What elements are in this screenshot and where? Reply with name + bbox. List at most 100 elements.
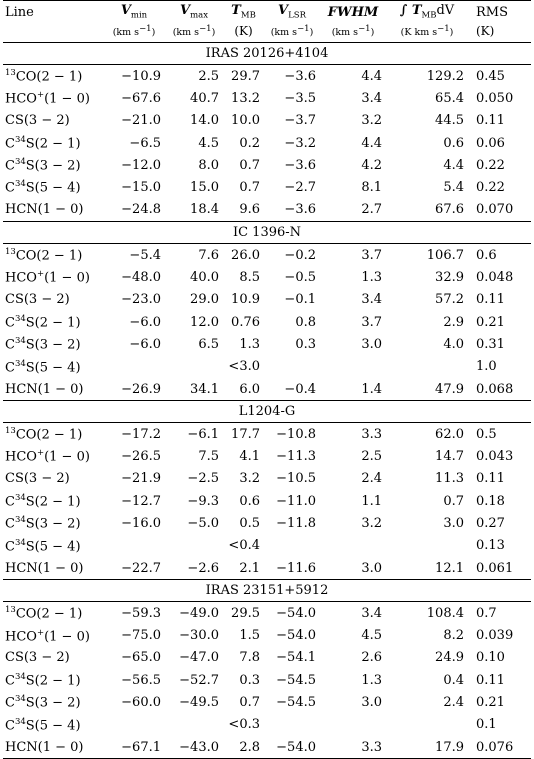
cell-int: 47.9: [435, 381, 464, 397]
cell-tmb: 7.8: [239, 650, 260, 666]
cell-vmin: −23.0: [121, 292, 161, 308]
cell-vmax: 34.1: [190, 381, 219, 397]
units-vmax-exp: −1: [199, 24, 212, 34]
table-row: 13CO(2 − 1) −10.9 2.5 29.7 −3.6 4.4 129.2 0.45: [3, 65, 531, 88]
cell-tmb: 0.76: [231, 314, 260, 330]
source-name: IC 1396-N: [3, 221, 531, 245]
table-body: IRAS 20126+4104 13CO(2 − 1) −10.9 2.5 29.7 −3…: [3, 42, 531, 759]
cell-rms: 0.10: [476, 650, 505, 666]
source-name: IRAS 20126+4104: [3, 42, 531, 65]
cell-vmax: [165, 535, 223, 557]
cell-rms: 0.070: [476, 202, 514, 218]
table-row: 13CO(2 − 1) −59.3 −49.0 29.5 −54.0 3.4 108.4 0.…: [3, 602, 531, 625]
units-vlsr: (km s−1): [264, 24, 320, 43]
units-vlsr-text: (km s: [270, 27, 298, 39]
cell-vmin: −10.9: [121, 68, 161, 84]
table-row: C34S(3 − 2) −6.0 6.5 1.3 0.3 3.0 4.0 0.31: [3, 333, 531, 355]
units-vmin: (km s−1): [103, 24, 165, 43]
source-group-header: IRAS 20126+4104: [3, 42, 531, 65]
cell-vmin: −17.2: [121, 426, 161, 442]
cell-vlsr: −0.2: [284, 247, 316, 263]
cell-vmin: −6.0: [129, 314, 161, 330]
cell-rms: 0.27: [476, 515, 505, 531]
cell-vlsr: −3.5: [284, 90, 316, 106]
molecule-superscript: 34: [14, 134, 26, 145]
cell-line: 13CO(2 − 1): [3, 423, 103, 446]
table-row: HCO+(1 − 0) −48.0 40.0 8.5 −0.5 1.3 32.9 0.048: [3, 266, 531, 288]
cell-vmax: [165, 356, 223, 378]
cell-vlsr: −11.3: [276, 449, 316, 465]
cell-vmin: −24.8: [121, 202, 161, 218]
molecule: HCN(1 − 0): [5, 739, 84, 755]
molecule: C: [5, 359, 15, 375]
cell-int: 4.0: [443, 336, 464, 352]
cell-rms: 0.18: [476, 493, 505, 509]
cell-line: HCN(1 − 0): [3, 557, 103, 580]
cell-tmb: 13.2: [231, 90, 260, 106]
source-group-header: IRAS 23151+5912: [3, 579, 531, 603]
cell-vmax: −30.0: [179, 628, 219, 644]
table-row: C34S(5 − 4) <0.3 0.1: [3, 714, 531, 736]
cell-tmb: 3.2: [239, 471, 260, 487]
units-fwhm-close: ): [370, 27, 375, 39]
cell-int: 11.3: [435, 471, 464, 487]
table-row: HCO+(1 − 0) −26.5 7.5 4.1 −11.3 2.5 14.7 0.043: [3, 445, 531, 467]
units-vmin-text: (km s: [112, 27, 140, 39]
cell-rms: 0.068: [476, 381, 514, 397]
cell-tmb: 6.0: [239, 381, 260, 397]
transition: (1 − 0): [44, 628, 90, 644]
molecule-superscript: 34: [14, 515, 26, 526]
cell-int: 3.0: [443, 515, 464, 531]
table-row: C34S(2 − 1) −6.0 12.0 0.76 0.8 3.7 2.9 0.21: [3, 311, 531, 333]
cell-line: HCO+(1 − 0): [3, 445, 103, 467]
header-row: Line Vmin Vmax TMB VLSR FWHM ∫ TMBdV RMS: [3, 0, 531, 24]
cell-vlsr: −11.0: [276, 493, 316, 509]
cell-int: 65.4: [435, 90, 464, 106]
table-header: Line Vmin Vmax TMB VLSR FWHM ∫ TMBdV RMS…: [3, 0, 531, 43]
cell-int: 24.9: [435, 650, 464, 666]
cell-vmax: 40.7: [190, 90, 219, 106]
cell-tmb: 10.9: [231, 292, 260, 308]
molecule: CO(2 − 1): [15, 248, 83, 264]
cell-line: C34S(5 − 4): [3, 714, 103, 736]
cell-vmax: −47.0: [179, 650, 219, 666]
cell-fwhm: 3.4: [361, 292, 382, 308]
table-row: HCN(1 − 0) −26.9 34.1 6.0 −0.4 1.4 47.9 0.068: [3, 378, 531, 401]
cell-vlsr: −54.5: [276, 695, 316, 711]
cell-tmb: 4.1: [239, 449, 260, 465]
units-vlsr-exp: −1: [297, 24, 310, 34]
cell-vlsr: −54.0: [264, 736, 320, 759]
cell-rms: 0.050: [476, 90, 514, 106]
cell-tmb: 2.1: [239, 560, 260, 576]
cell-vmax: −2.6: [187, 560, 219, 576]
molecule-superscript: 34: [14, 694, 26, 705]
cell-rms: 0.1: [476, 717, 497, 733]
cell-fwhm: [320, 714, 386, 736]
isotope-prefix: 13: [5, 605, 16, 616]
cell-int: [386, 535, 468, 557]
cell-vmax: −49.5: [179, 695, 219, 711]
table-row: HCO+(1 − 0) −67.6 40.7 13.2 −3.5 3.4 65.4 0.050: [3, 87, 531, 109]
table-row: 13CO(2 − 1) −17.2 −6.1 17.7 −10.8 3.3 62.0 0.5: [3, 423, 531, 446]
molecule-superscript: 34: [14, 537, 26, 548]
cell-vmin: −75.0: [121, 628, 161, 644]
transition: S(2 − 1): [25, 136, 81, 152]
isotope-prefix: 13: [5, 67, 16, 78]
cell-vmin: −15.0: [121, 180, 161, 196]
cell-fwhm: 4.4: [361, 68, 382, 84]
molecule: C: [5, 538, 15, 554]
header-vmin: Vmin: [103, 0, 165, 24]
source-group-header: L1204-G: [3, 400, 531, 424]
molecule: HCO: [5, 270, 37, 286]
cell-fwhm: 3.2: [361, 113, 382, 129]
header-fwhm: FWHM: [320, 0, 386, 24]
header-integral: ∫ TMBdV: [386, 0, 468, 24]
cell-int: 0.7: [443, 493, 464, 509]
cell-tmb: 8.5: [239, 270, 260, 286]
cell-vmax: −43.0: [165, 736, 223, 759]
molecule: HCO: [5, 91, 37, 107]
cell-vmin: −22.7: [121, 560, 161, 576]
cell-line: C34S(3 − 2): [3, 512, 103, 534]
cell-line: CS(3 − 2): [3, 110, 103, 132]
cell-int: 57.2: [435, 292, 464, 308]
